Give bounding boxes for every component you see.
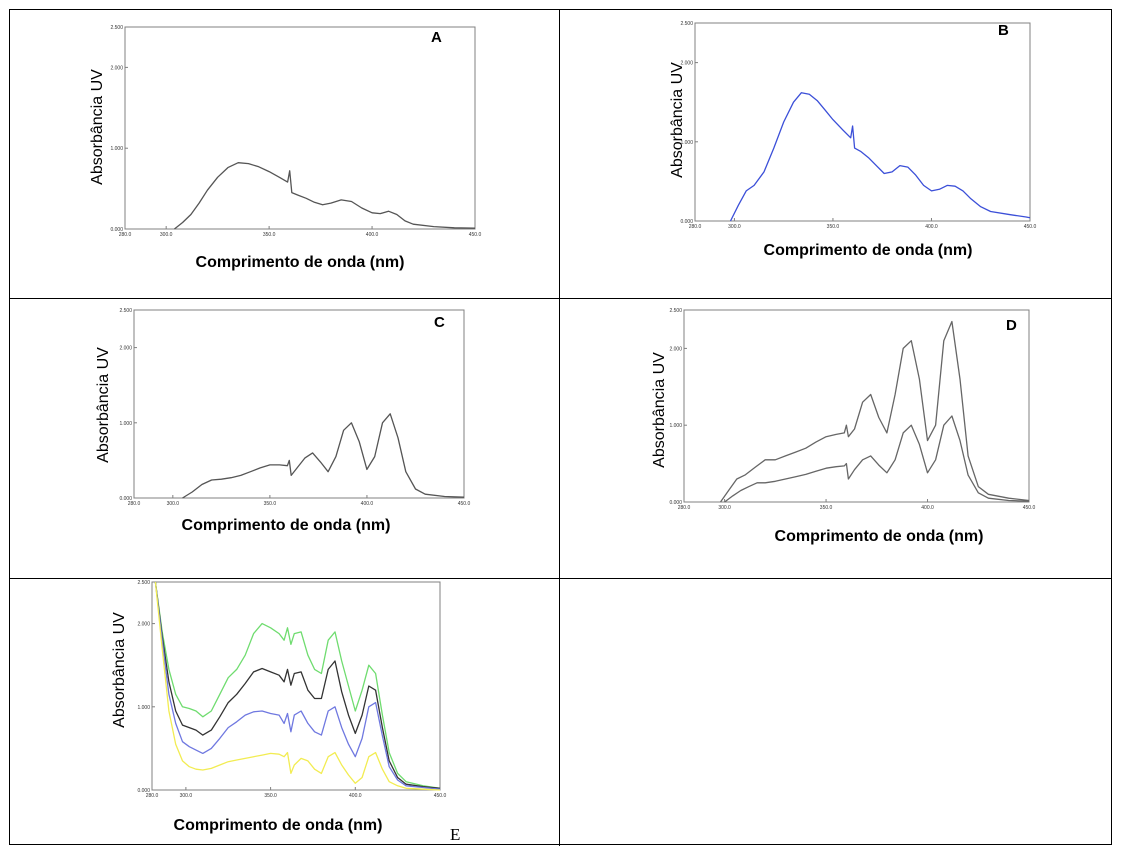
x-tick-label: 400.0 — [361, 501, 374, 507]
panel-letter: D — [1006, 317, 1017, 334]
y-axis-label: Absorbância UV — [651, 352, 668, 468]
y-tick-label: 1.000 — [119, 421, 132, 427]
x-tick-label: 300.0 — [728, 224, 741, 230]
x-tick-label: 280.0 — [119, 232, 132, 238]
y-tick-label: 0.000 — [680, 219, 693, 225]
y-tick-label: 2.000 — [669, 346, 682, 352]
spectrum-line-1 — [173, 162, 476, 230]
x-tick-label: 450.0 — [469, 232, 482, 238]
x-tick-label: 400.0 — [366, 232, 379, 238]
x-tick-label: 450.0 — [434, 793, 447, 799]
y-axis-label: Absorbância UV — [669, 62, 686, 178]
y-tick-label: 1.000 — [669, 423, 682, 429]
x-tick-label: 450.0 — [1024, 224, 1037, 230]
chart-b-svg: 280.0 300.0 350.0 400.0 450.0 0.000 1.000 2.000… — [669, 21, 1037, 259]
y-tick-label: 2.500 — [119, 308, 132, 314]
panel-letter: C — [434, 314, 445, 331]
x-tick-label: 450.0 — [1023, 505, 1036, 511]
y-axis-label: Absorbância UV — [95, 347, 112, 463]
x-tick-label: 400.0 — [349, 793, 362, 799]
plot-frame — [151, 581, 441, 791]
chart-a-svg: 280.0 300.0 350.0 400.0 450.0 0.000 1.000 2.000… — [89, 25, 482, 271]
y-tick-label: 2.000 — [680, 61, 693, 67]
y-tick-label: 2.500 — [669, 308, 682, 314]
chart-panel-e: 280.0 300.0 350.0 400.0 450.0 0.000 1.000 2.000… — [110, 580, 490, 845]
x-axis-label: Comprimento de onda (nm) — [174, 817, 383, 834]
y-axis-label: Absorbância UV — [111, 612, 128, 728]
table-divider-row-1 — [10, 298, 1111, 299]
spectrum-line-1 — [719, 320, 1030, 503]
y-tick-label: 0.000 — [669, 500, 682, 506]
x-tick-label: 300.0 — [718, 505, 731, 511]
spectrum-line-2 — [724, 415, 1030, 503]
y-axis-label: Absorbância UV — [89, 69, 106, 185]
x-tick-label: 450.0 — [458, 501, 471, 507]
x-tick-label: 280.0 — [128, 501, 141, 507]
x-tick-label: 350.0 — [820, 505, 833, 511]
table-divider-vertical — [559, 10, 560, 846]
y-tick-label: 2.000 — [137, 622, 150, 628]
x-axis-label: Comprimento de onda (nm) — [775, 528, 984, 545]
x-tick-label: 350.0 — [264, 793, 277, 799]
table-divider-row-2 — [10, 578, 1111, 579]
x-tick-label: 350.0 — [263, 232, 276, 238]
spectrum-line-3 — [154, 581, 441, 790]
chart-e-svg: 280.0 300.0 350.0 400.0 450.0 0.000 1.000 2.000… — [111, 580, 460, 844]
y-tick-label: 0.000 — [119, 496, 132, 502]
x-tick-label: 400.0 — [925, 224, 938, 230]
y-tick-label: 2.500 — [137, 580, 150, 586]
x-tick-label: 280.0 — [689, 224, 702, 230]
x-tick-label: 350.0 — [264, 501, 277, 507]
panel-letter: B — [998, 22, 1009, 39]
spectrum-line-1 — [182, 413, 465, 499]
x-tick-label: 280.0 — [678, 505, 691, 511]
x-axis-label: Comprimento de onda (nm) — [196, 254, 405, 271]
y-tick-label: 1.000 — [680, 140, 693, 146]
figure-table — [9, 9, 1112, 846]
spectrum-line-4 — [154, 581, 441, 791]
chart-panel-a: 280.0 300.0 350.0 400.0 450.0 0.000 1.000 2.000… — [88, 22, 488, 277]
y-tick-label: 0.000 — [110, 227, 123, 233]
y-tick-label: 2.500 — [110, 25, 123, 31]
chart-panel-d: 280.0 300.0 350.0 400.0 450.0 0.000 1.000 2.000… — [651, 305, 1052, 550]
x-tick-label: 300.0 — [167, 501, 180, 507]
chart-d-svg: 280.0 300.0 350.0 400.0 450.0 0.000 1.000 2.000… — [651, 308, 1036, 545]
y-tick-label: 2.500 — [680, 21, 693, 27]
y-tick-label: 0.000 — [137, 788, 150, 794]
x-tick-label: 350.0 — [827, 224, 840, 230]
plot-frame — [133, 309, 465, 499]
plot-frame — [683, 309, 1030, 503]
x-tick-label: 280.0 — [146, 793, 159, 799]
spectrum-line-1 — [729, 92, 1031, 222]
chart-panel-b: 280.0 300.0 350.0 400.0 450.0 0.000 1.000 2.000… — [668, 15, 1068, 270]
spectrum-line-1 — [154, 581, 441, 789]
plot-frame — [694, 22, 1031, 222]
y-tick-label: 2.000 — [110, 65, 123, 71]
panel-letter: A — [431, 29, 442, 46]
x-tick-label: 300.0 — [180, 793, 193, 799]
x-axis-label: Comprimento de onda (nm) — [764, 242, 973, 259]
y-tick-label: 1.000 — [137, 705, 150, 711]
x-axis-label: Comprimento de onda (nm) — [182, 517, 391, 534]
chart-c-svg: 280.0 300.0 350.0 400.0 450.0 0.000 1.000 2.000… — [95, 308, 471, 534]
x-tick-label: 400.0 — [921, 505, 934, 511]
panel-letter: E — [450, 825, 460, 844]
y-tick-label: 1.000 — [110, 146, 123, 152]
y-tick-label: 2.000 — [119, 346, 132, 352]
spectrum-line-2 — [154, 581, 441, 789]
chart-panel-c: 280.0 300.0 350.0 400.0 450.0 0.000 1.000 2.000… — [95, 305, 496, 545]
plot-frame — [124, 26, 476, 230]
x-tick-label: 300.0 — [160, 232, 173, 238]
